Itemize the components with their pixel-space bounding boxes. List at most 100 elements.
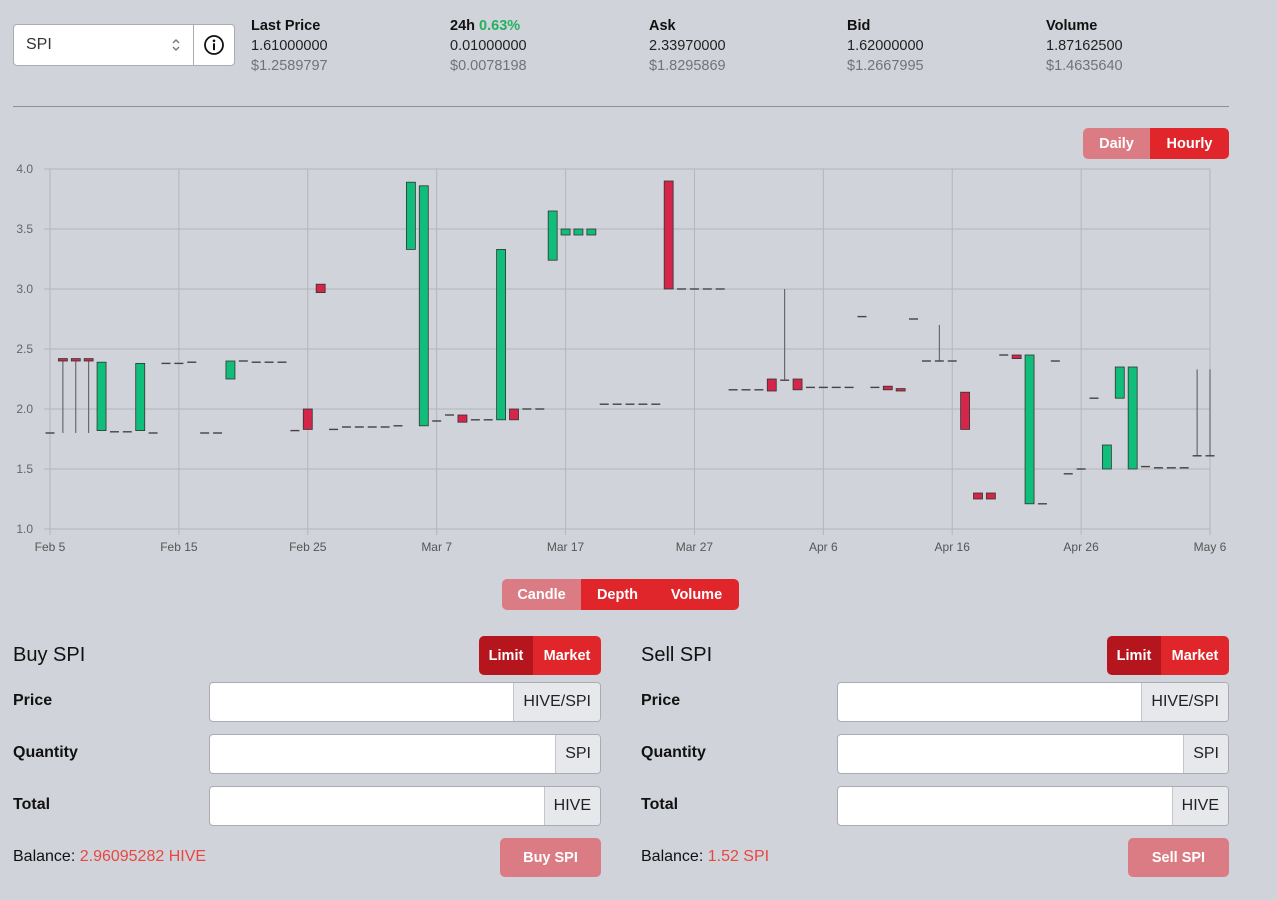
sell-total-row: Total HIVE	[641, 786, 1229, 826]
y-tick-label: 3.0	[16, 282, 33, 296]
daily-button[interactable]: Daily	[1083, 128, 1150, 159]
sell-price-input[interactable]: HIVE/SPI	[837, 682, 1229, 722]
buy-price-label: Price	[13, 692, 53, 709]
sell-quantity-unit: SPI	[1183, 735, 1228, 773]
stat-value: 1.61000000	[251, 38, 328, 54]
x-tick-label: May 6	[1194, 540, 1227, 554]
y-tick-label: 2.5	[16, 342, 33, 356]
stat-value: 1.62000000	[847, 38, 924, 54]
stat-label: Bid	[847, 18, 871, 34]
candle-body	[547, 210, 558, 261]
candle-body	[315, 283, 326, 293]
stat-24h: 24h 0.63% 0.01000000 $0.0078198	[450, 16, 527, 76]
candle-body	[766, 378, 777, 392]
buy-balance: Balance: 2.96095282 HIVE	[13, 848, 206, 866]
buy-price-unit: HIVE/SPI	[513, 683, 600, 721]
candle-body	[135, 362, 146, 431]
sell-total-input[interactable]: HIVE	[837, 786, 1229, 826]
sell-quantity-label: Quantity	[641, 744, 706, 761]
stat-bid: Bid 1.62000000 $1.2667995	[847, 16, 924, 76]
candle-body	[70, 358, 81, 362]
stat-value: 2.33970000	[649, 38, 726, 54]
candle-body	[895, 388, 906, 392]
x-tick-label: Feb 15	[160, 540, 198, 554]
candle-body	[882, 385, 893, 391]
candle-body	[96, 361, 107, 431]
buy-balance-label: Balance:	[13, 848, 76, 865]
stat-pct: 0.63%	[479, 18, 521, 34]
x-tick-label: Feb 25	[289, 540, 327, 554]
candle-body	[496, 249, 507, 421]
buy-quantity-row: Quantity SPI	[13, 734, 601, 774]
stat-last-price: Last Price 1.61000000 $1.2589797	[251, 16, 328, 76]
buy-balance-amount[interactable]: 2.96095282 HIVE	[79, 848, 207, 865]
y-tick-label: 3.5	[16, 222, 33, 236]
candle-body	[302, 408, 313, 430]
buy-total-label: Total	[13, 796, 51, 813]
candle-body	[960, 391, 971, 430]
candle-body	[1114, 366, 1125, 399]
stat-volume: Volume 1.87162500 $1.4635640	[1046, 16, 1123, 76]
x-tick-label: Feb 5	[35, 540, 66, 554]
stat-usd: $1.8295869	[649, 58, 726, 74]
candle-body	[225, 360, 236, 380]
buy-quantity-input[interactable]: SPI	[209, 734, 601, 774]
stat-value: 1.87162500	[1046, 38, 1123, 54]
candle-body	[973, 492, 983, 500]
depth-button[interactable]: Depth	[581, 579, 654, 610]
stat-label: Ask	[649, 18, 676, 34]
x-tick-label: Mar 27	[676, 540, 714, 554]
y-tick-label: 2.0	[16, 402, 33, 416]
buy-button[interactable]: Buy SPI	[500, 838, 601, 877]
candle-button[interactable]: Candle	[502, 579, 581, 610]
candle-body	[663, 180, 674, 290]
candle-body	[457, 414, 468, 423]
stat-usd: $1.4635640	[1046, 58, 1123, 74]
x-tick-label: Mar 7	[421, 540, 452, 554]
candle-body	[405, 181, 416, 250]
sell-limit-button[interactable]: Limit	[1107, 636, 1161, 675]
candle-body	[560, 228, 571, 236]
x-tick-label: Mar 17	[547, 540, 585, 554]
y-tick-label: 4.0	[16, 162, 33, 176]
sell-balance: Balance: 1.52 SPI	[641, 848, 769, 866]
sell-price-row: Price HIVE/SPI	[641, 682, 1229, 722]
sell-quantity-input[interactable]: SPI	[837, 734, 1229, 774]
info-icon	[204, 35, 224, 55]
candle-body	[1011, 354, 1022, 359]
hourly-button[interactable]: Hourly	[1150, 128, 1229, 159]
candle-body	[83, 358, 94, 362]
sell-total-label: Total	[641, 796, 679, 813]
sell-button[interactable]: Sell SPI	[1128, 838, 1229, 877]
stat-value: 0.01000000	[450, 38, 527, 54]
buy-total-row: Total HIVE	[13, 786, 601, 826]
sell-market-button[interactable]: Market	[1161, 636, 1229, 675]
candle-body	[1024, 354, 1035, 505]
sell-balance-label: Balance:	[641, 848, 704, 865]
sell-order-type-toggle: Limit Market	[1107, 636, 1229, 675]
stat-label: Volume	[1046, 18, 1098, 34]
stat-usd: $1.2667995	[847, 58, 924, 74]
buy-total-input[interactable]: HIVE	[209, 786, 601, 826]
candle-body	[418, 185, 429, 427]
chart-type-toggle: Candle Depth Volume	[502, 579, 739, 610]
y-tick-label: 1.5	[16, 462, 33, 476]
chevron-updown-icon	[172, 39, 180, 51]
buy-limit-button[interactable]: Limit	[479, 636, 533, 675]
buy-price-input[interactable]: HIVE/SPI	[209, 682, 601, 722]
header-divider	[13, 106, 1229, 107]
buy-market-button[interactable]: Market	[533, 636, 601, 675]
stat-ask: Ask 2.33970000 $1.8295869	[649, 16, 726, 76]
buy-price-row: Price HIVE/SPI	[13, 682, 601, 722]
symbol-select[interactable]: SPI	[13, 24, 194, 66]
volume-button[interactable]: Volume	[654, 579, 739, 610]
sell-price-label: Price	[641, 692, 681, 709]
sell-quantity-row: Quantity SPI	[641, 734, 1229, 774]
stat-usd: $0.0078198	[450, 58, 527, 74]
info-button[interactable]	[193, 24, 235, 66]
sell-total-unit: HIVE	[1171, 787, 1228, 825]
sell-balance-amount[interactable]: 1.52 SPI	[707, 848, 770, 865]
candle-body	[57, 358, 68, 362]
candle-body	[1127, 366, 1138, 470]
price-chart: 1.0 1.5 2.0 2.5 3.0 3.5 4.0 Feb 5 Feb 15 Feb 25 Ma…	[16, 162, 1227, 554]
